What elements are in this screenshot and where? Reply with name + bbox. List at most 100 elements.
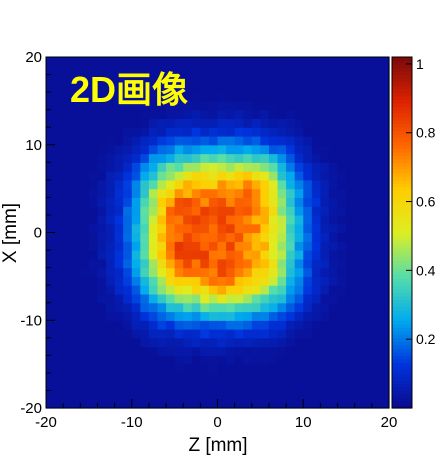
heatmap-cell [166, 92, 176, 102]
heatmap-cell [268, 390, 279, 400]
heatmap-cell [71, 372, 81, 383]
heatmap-cell [286, 144, 296, 155]
heatmap-cell [183, 109, 193, 120]
heatmap-cell [157, 171, 167, 181]
heatmap-cell [114, 118, 124, 128]
heatmap-cell [277, 267, 287, 277]
colorbar-segment [392, 71, 412, 76]
colorbar-segment [392, 183, 412, 188]
heatmap-cell [80, 320, 90, 330]
heatmap-cell [106, 258, 116, 269]
colorbar-segment [392, 348, 412, 353]
heatmap-cell [174, 135, 184, 146]
heatmap-cell [371, 171, 382, 181]
heatmap-cell [114, 179, 124, 190]
heatmap-cell [54, 57, 64, 67]
heatmap-cell [226, 197, 236, 207]
heatmap-cell [234, 135, 244, 146]
heatmap-cell [183, 355, 193, 365]
heatmap-cell [277, 118, 287, 128]
heatmap-cell [234, 223, 244, 234]
heatmap-cell [114, 223, 124, 234]
heatmap-cell [363, 83, 373, 93]
heatmap-cell [54, 197, 64, 207]
heatmap-cell [97, 118, 107, 128]
x-tick-label: 0 [213, 414, 221, 431]
colorbar-frame [391, 56, 413, 409]
heatmap-cell [380, 83, 390, 93]
heatmap-cell [277, 135, 287, 146]
heatmap-cell [174, 188, 184, 199]
heatmap-cell [311, 241, 321, 251]
heatmap-cell [97, 100, 107, 111]
heatmap-cell [260, 83, 270, 93]
heatmap-cell [294, 214, 304, 225]
y-tick-label: 10 [25, 137, 42, 154]
heatmap-cell [311, 92, 321, 102]
heatmap-cell [131, 118, 141, 128]
colorbar-segment [392, 372, 412, 378]
heatmap-cell [234, 390, 244, 400]
heatmap-cell [71, 364, 81, 374]
heatmap-cell [380, 267, 390, 277]
heatmap-cell [277, 364, 287, 374]
heatmap-cell [88, 311, 99, 321]
heatmap-cell [363, 65, 373, 76]
heatmap-cell [286, 399, 296, 409]
colorbar-segment [392, 67, 412, 72]
heatmap-cell [320, 372, 330, 383]
heatmap-cell [363, 311, 373, 321]
heatmap-cell [157, 241, 167, 251]
heatmap-cell [174, 144, 184, 155]
heatmap-cell [114, 153, 124, 163]
heatmap-cell [328, 311, 339, 321]
heatmap-cell [226, 250, 236, 260]
heatmap-cell [183, 92, 193, 102]
heatmap-cell [46, 118, 56, 128]
heatmap-cell [303, 276, 313, 286]
heatmap-cell [337, 188, 347, 199]
heatmap-cell [140, 285, 150, 295]
heatmap-cell [311, 311, 321, 321]
heatmap-cell [226, 144, 236, 155]
colorbar-segment [392, 292, 412, 297]
heatmap-cell [114, 74, 124, 84]
heatmap-cell [166, 162, 176, 172]
heatmap-cell [208, 118, 219, 128]
heatmap-cell [243, 197, 253, 207]
heatmap-cell [260, 302, 270, 313]
heatmap-cell [277, 214, 287, 225]
heatmap-cell [294, 232, 304, 242]
heatmap-cell [354, 109, 364, 120]
heatmap-cell [286, 241, 296, 251]
heatmap-cell [140, 250, 150, 260]
heatmap-cell [166, 346, 176, 356]
heatmap-cell [260, 162, 270, 172]
heatmap-cell [303, 144, 313, 155]
heatmap-cell [346, 276, 356, 286]
heatmap-cell [363, 276, 373, 286]
heatmap-cell [354, 74, 364, 84]
heatmap-cell [320, 267, 330, 277]
heatmap-cell [268, 258, 279, 269]
heatmap-cell [328, 346, 339, 356]
heatmap-cell [277, 179, 287, 190]
heatmap-cell [371, 65, 382, 76]
heatmap-cell [226, 267, 236, 277]
heatmap-cell [234, 364, 244, 374]
heatmap-cells [46, 57, 390, 409]
heatmap-cell [174, 364, 184, 374]
heatmap-cell [123, 293, 133, 304]
heatmap-cell [380, 188, 390, 199]
heatmap-cell [234, 399, 244, 409]
heatmap-cell [286, 171, 296, 181]
colorbar-segment [392, 130, 412, 135]
heatmap-cell [131, 135, 141, 146]
heatmap-cell [346, 355, 356, 365]
heatmap-cell [106, 144, 116, 155]
heatmap-cell [123, 57, 133, 67]
heatmap-cell [346, 135, 356, 146]
heatmap-cell [131, 329, 141, 339]
heatmap-cell [354, 302, 364, 313]
heatmap-cell [54, 135, 64, 146]
